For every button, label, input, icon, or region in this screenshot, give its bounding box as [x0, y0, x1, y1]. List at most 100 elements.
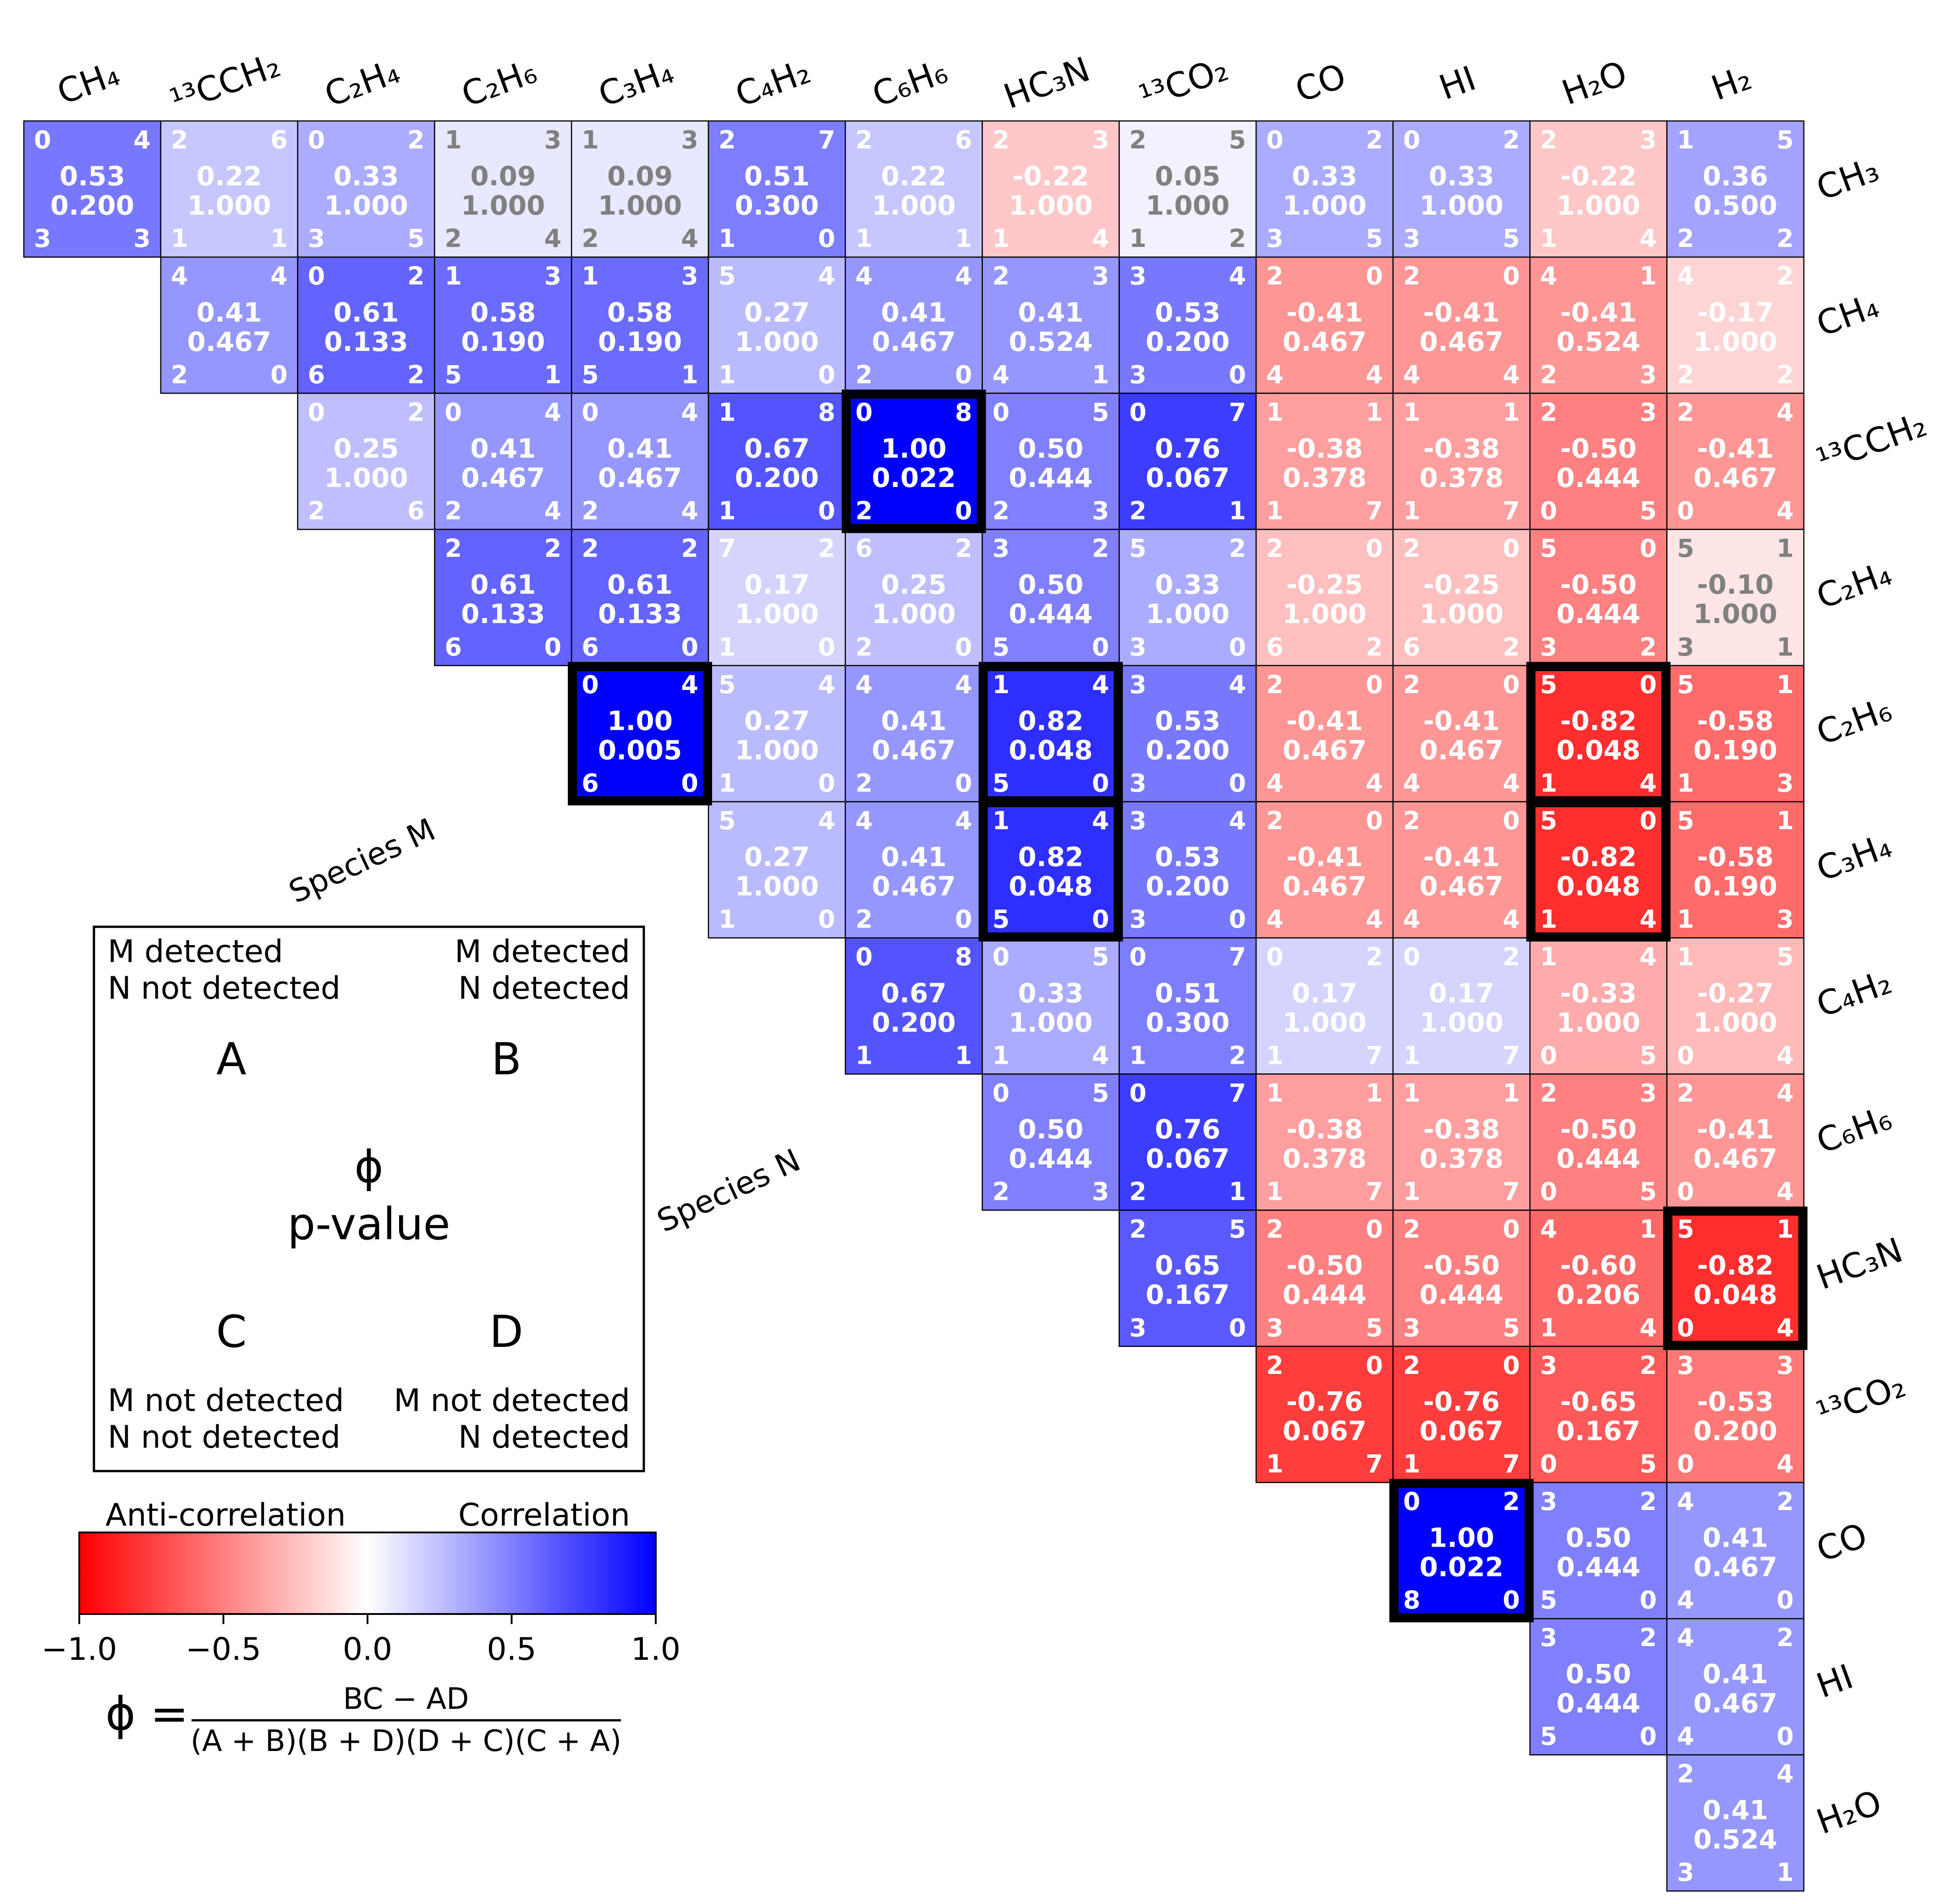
cell-background — [1666, 120, 1805, 258]
cell-background — [845, 937, 983, 1075]
cell-count-d: 0 — [1092, 769, 1109, 798]
cell-p-value: 0.048 — [1009, 871, 1092, 902]
cell-phi-value: 0.41 — [470, 433, 536, 464]
cell-background — [1392, 1209, 1531, 1347]
cell-background — [1255, 937, 1394, 1075]
cell-p-value: 1.000 — [1556, 1007, 1640, 1038]
cell-count-b: 8 — [955, 942, 972, 971]
cell-count-b: 3 — [1092, 262, 1109, 290]
cell-count-c: 3 — [1129, 360, 1147, 389]
cell-count-d: 2 — [1640, 633, 1657, 662]
cell-count-b: 2 — [407, 262, 425, 290]
heatmap-cell: 2 40 4-0.410.467 — [1666, 1073, 1805, 1211]
cell-count-b: 4 — [1229, 806, 1246, 835]
cell-count-a: 0 — [1129, 1078, 1147, 1107]
cell-p-value: 0.133 — [461, 598, 545, 629]
heatmap-cell: 5 4 1 0 0.271.000 — [708, 801, 846, 939]
cell-phi-value: -0.82 — [1560, 705, 1637, 736]
cell-count-a: 1 — [1266, 1078, 1284, 1107]
cell-count-d: 3 — [1640, 360, 1657, 389]
cell-background — [571, 120, 709, 258]
heatmap-cell: 0 8 2 0 1.000.022 — [845, 393, 983, 530]
cell-background — [1255, 1346, 1394, 1483]
cell-count-c: 2 — [993, 1177, 1010, 1206]
cell-count-b: 1 — [1777, 1215, 1794, 1244]
cell-count-b: 3 — [1640, 1078, 1657, 1107]
cell-phi-value: 0.53 — [1155, 297, 1220, 328]
cell-count-b: 2 — [681, 534, 698, 563]
cell-count-b: 4 — [1777, 1078, 1794, 1107]
cell-count-d: 4 — [1503, 360, 1520, 389]
legend-top-left-line2: N not detected — [108, 970, 340, 1007]
cell-count-d: 5 — [1503, 224, 1520, 253]
cell-count-b: 4 — [955, 262, 972, 290]
cell-background — [1119, 529, 1257, 667]
cell-count-b: 4 — [818, 670, 835, 699]
cell-count-c: 3 — [1540, 633, 1558, 662]
cell-count-c: 1 — [1403, 497, 1421, 525]
cell-phi-value: 0.09 — [607, 161, 673, 192]
cell-count-d: 4 — [544, 497, 562, 525]
cell-background — [1392, 801, 1531, 939]
cell-phi-value: 0.09 — [470, 161, 536, 192]
cell-phi-value: -0.41 — [1423, 705, 1500, 736]
cell-count-a: 0 — [856, 398, 873, 427]
heatmap-cell: 2 6 1 1 0.221.000 — [845, 120, 983, 258]
cell-phi-value: -0.41 — [1286, 297, 1363, 328]
cell-count-d: 4 — [1366, 769, 1383, 798]
cell-count-a: 2 — [1403, 806, 1421, 835]
cell-count-a: 0 — [1129, 942, 1147, 971]
cell-count-c: 2 — [171, 360, 188, 389]
cell-count-d: 0 — [1229, 633, 1246, 662]
cell-count-c: 1 — [719, 633, 736, 662]
cell-count-b: 4 — [681, 398, 698, 427]
cell-count-b: 0 — [1503, 1351, 1520, 1380]
heatmap-cell: 1 4 5 0 0.820.048 — [982, 665, 1120, 803]
cell-background — [708, 529, 846, 667]
cell-count-a: 2 — [1266, 1215, 1284, 1244]
row-label: C₃H₄ — [1811, 826, 1897, 889]
cell-count-b: 4 — [818, 262, 835, 290]
cell-count-a: 1 — [444, 126, 462, 154]
heatmap-cell: 4 4 2 0 0.410.467 — [845, 665, 983, 803]
cell-count-c: 1 — [1266, 1041, 1284, 1070]
cell-count-a: 1 — [719, 398, 736, 427]
cell-count-a: 3 — [1540, 1351, 1558, 1380]
cell-count-a: 4 — [171, 262, 188, 290]
cell-phi-value: -0.27 — [1697, 978, 1773, 1009]
cell-count-a: 0 — [1403, 942, 1421, 971]
cell-background — [1529, 1346, 1668, 1483]
cell-count-b: 5 — [1229, 1215, 1246, 1244]
heatmap-cell: 1 8 1 0 0.670.200 — [708, 393, 846, 530]
cell-count-b: 2 — [1777, 1487, 1794, 1516]
cell-phi-value: 0.58 — [470, 297, 536, 328]
cell-phi-value: -0.50 — [1423, 1250, 1500, 1281]
cell-count-d: 7 — [1366, 1450, 1383, 1478]
cell-count-d: 4 — [1777, 1177, 1794, 1206]
cell-count-b: 1 — [1777, 806, 1794, 835]
cell-count-c: 4 — [1266, 905, 1284, 934]
heatmap-cell: 2 3 1 4 -0.221.000 — [1529, 120, 1668, 258]
row-label: ¹³CO₂ — [1811, 1365, 1910, 1433]
cell-phi-value: -0.41 — [1423, 842, 1500, 873]
colorbar-label-left: Anti-correlation — [105, 1497, 346, 1533]
cell-background — [1529, 1073, 1668, 1211]
colorbar-label-right: Correlation — [458, 1497, 630, 1533]
cell-count-a: 2 — [1266, 1351, 1284, 1380]
cell-count-c: 2 — [444, 224, 462, 253]
cell-p-value: 1.000 — [1556, 190, 1640, 221]
legend-letter-b: B — [491, 1034, 521, 1085]
cell-count-b: 3 — [1092, 126, 1109, 154]
cell-count-b: 4 — [1777, 398, 1794, 427]
cell-count-a: 0 — [993, 1078, 1010, 1107]
cell-count-a: 2 — [1266, 534, 1284, 563]
heatmap-cell: 1 3 2 4 0.091.000 — [571, 120, 709, 258]
cell-background — [1119, 801, 1257, 939]
column-label: C₂H₆ — [456, 52, 542, 115]
heatmap-cell: 2 0 4 4 -0.410.467 — [1392, 801, 1531, 939]
cell-count-b: 3 — [1640, 398, 1657, 427]
legend-top-left-line1: M detected — [108, 934, 283, 970]
heatmap-cell: 2 5 3 0 0.650.167 — [1119, 1209, 1257, 1347]
cell-phi-value: 0.22 — [881, 161, 947, 192]
